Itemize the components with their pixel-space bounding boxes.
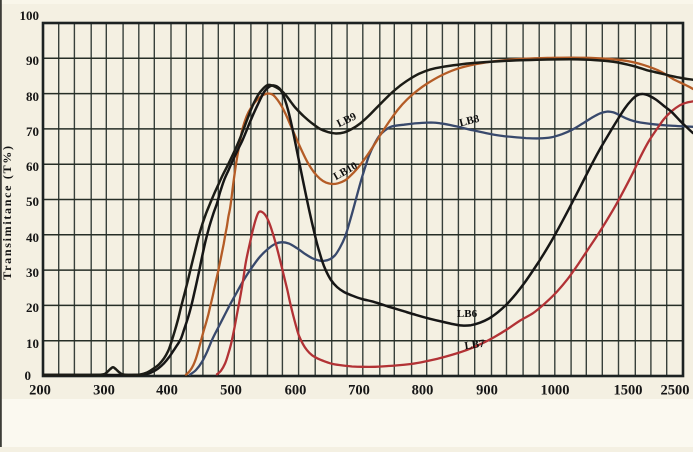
svg-text:60: 60 xyxy=(26,159,39,174)
svg-text:200: 200 xyxy=(29,383,51,399)
svg-text:30: 30 xyxy=(26,265,39,280)
svg-text:Transimitance (T%): Transimitance (T%) xyxy=(0,144,14,279)
svg-text:1500: 1500 xyxy=(614,383,643,399)
svg-text:600: 600 xyxy=(285,383,307,399)
svg-text:1000: 1000 xyxy=(541,383,570,399)
svg-text:50: 50 xyxy=(26,194,39,209)
svg-text:100: 100 xyxy=(20,8,40,23)
svg-text:10: 10 xyxy=(26,336,39,351)
svg-text:700: 700 xyxy=(348,383,370,399)
svg-text:2500: 2500 xyxy=(661,383,690,399)
svg-text:500: 500 xyxy=(220,383,242,399)
svg-text:0: 0 xyxy=(25,368,32,383)
svg-text:90: 90 xyxy=(26,53,39,68)
svg-text:70: 70 xyxy=(26,124,39,139)
svg-text:800: 800 xyxy=(412,383,434,399)
svg-text:80: 80 xyxy=(26,89,39,104)
svg-text:300: 300 xyxy=(93,383,115,399)
svg-text:LB7: LB7 xyxy=(464,338,486,353)
svg-text:900: 900 xyxy=(476,383,498,399)
svg-text:40: 40 xyxy=(26,230,39,245)
svg-text:20: 20 xyxy=(26,300,39,315)
svg-text:LB6: LB6 xyxy=(457,308,478,320)
svg-text:400: 400 xyxy=(156,383,178,399)
svg-text:LB8: LB8 xyxy=(458,113,481,130)
